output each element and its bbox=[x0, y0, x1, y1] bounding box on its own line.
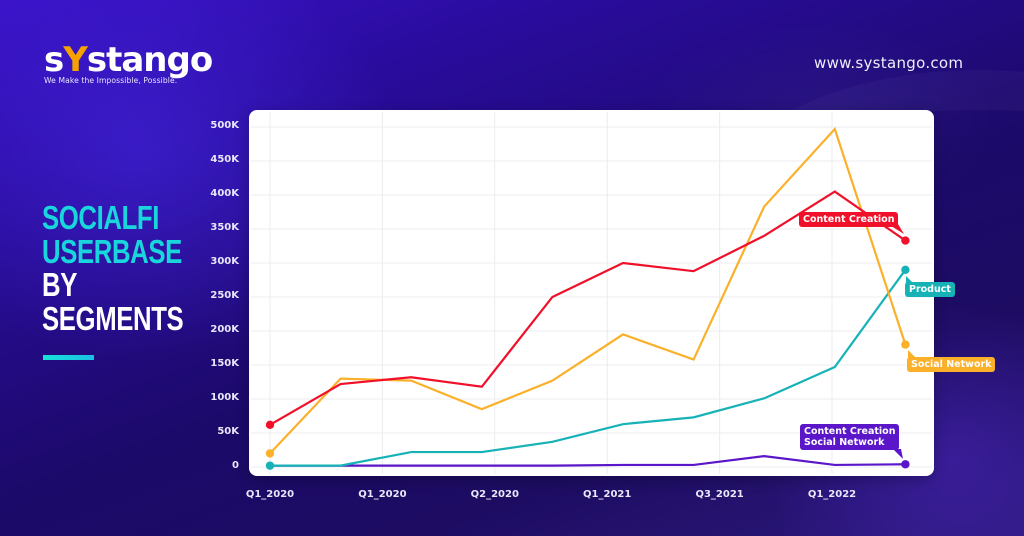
website-url[interactable]: www.systango.com bbox=[814, 54, 964, 72]
logo-tagline: We Make the Impossible, Possible. bbox=[44, 76, 178, 85]
series-line-social-network bbox=[269, 126, 907, 455]
x-tick-label: Q1_2020 bbox=[358, 489, 407, 500]
data-point-marker[interactable] bbox=[901, 460, 910, 469]
x-tick-label: Q1_2021 bbox=[583, 489, 632, 500]
x-tick-label: Q2_2020 bbox=[470, 489, 519, 500]
label-content-creation: Content Creation bbox=[799, 212, 899, 227]
data-point-marker[interactable] bbox=[265, 420, 275, 430]
y-tick-label: 250K bbox=[210, 290, 239, 301]
label-content-creation-social-network: Content Creation Social Network bbox=[800, 424, 900, 450]
y-tick-label: 150K bbox=[210, 358, 239, 369]
label-pointer bbox=[893, 449, 903, 459]
y-tick-label: 100K bbox=[210, 392, 239, 403]
title-underline bbox=[43, 355, 94, 360]
x-tick-label: Q3_2021 bbox=[695, 489, 744, 500]
y-tick-label: 300K bbox=[210, 256, 239, 267]
y-tick-label: 450K bbox=[210, 154, 239, 165]
y-tick-label: 0 bbox=[232, 460, 239, 471]
x-tick-label: Q1_2022 bbox=[807, 489, 857, 500]
series-line-content-creation-social-network bbox=[270, 455, 906, 467]
label-product: Product bbox=[905, 282, 955, 297]
logo-wordmark: sYstango bbox=[44, 40, 213, 80]
y-tick-label: 400K bbox=[210, 188, 239, 199]
chart-card bbox=[249, 110, 934, 476]
y-tick-label: 200K bbox=[210, 324, 239, 335]
y-tick-label: 500K bbox=[210, 120, 239, 131]
data-point-marker[interactable] bbox=[901, 340, 910, 349]
data-point-marker[interactable] bbox=[901, 236, 910, 245]
series-line-product bbox=[270, 269, 907, 467]
y-tick-label: 50K bbox=[217, 426, 239, 437]
page-title: SOCIALFI USERBASE BY SEGMENTS bbox=[42, 199, 184, 337]
data-point-marker[interactable] bbox=[265, 449, 275, 458]
systango-logo: sYstango We Make the Impossible, Possibl… bbox=[44, 40, 213, 85]
y-tick-label: 350K bbox=[210, 222, 239, 233]
data-point-marker[interactable] bbox=[901, 265, 910, 274]
label-social-network: Social Network bbox=[907, 357, 996, 372]
x-tick-label: Q1_2020 bbox=[245, 489, 295, 500]
data-point-marker[interactable] bbox=[265, 461, 275, 470]
label-pointer bbox=[908, 350, 916, 358]
